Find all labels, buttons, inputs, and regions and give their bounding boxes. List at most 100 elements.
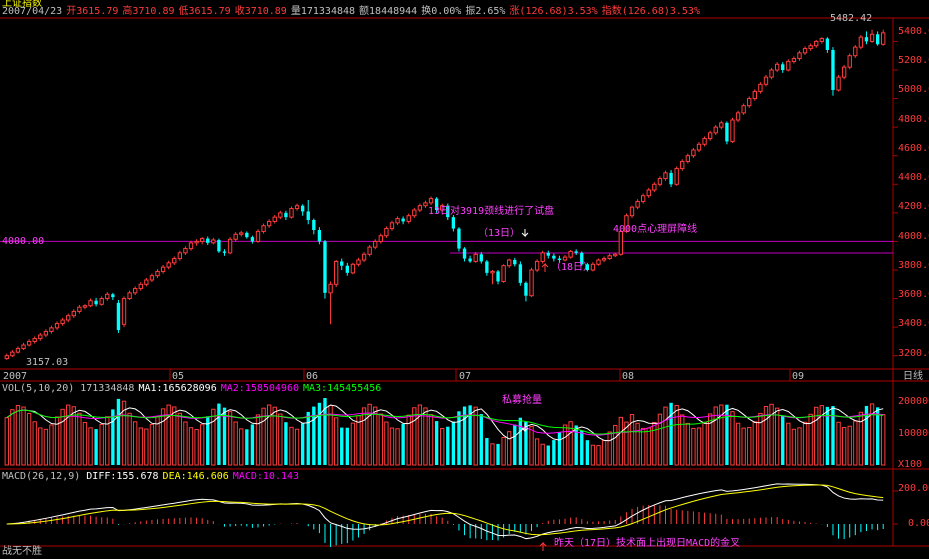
volume-bar	[674, 404, 679, 466]
macd-label: MACD:	[232, 471, 263, 482]
candle-body	[585, 264, 590, 270]
volume-bar	[468, 405, 472, 465]
ma2-value: 158504960	[244, 383, 299, 394]
volume-bar	[534, 438, 540, 466]
volume-bar	[774, 407, 780, 466]
candle-body	[836, 76, 841, 91]
volume-bar	[60, 408, 65, 466]
volume-bar	[272, 406, 277, 466]
volume-bar	[596, 445, 601, 466]
candle-body	[713, 126, 718, 134]
candle-body	[111, 294, 115, 298]
candle-body	[473, 253, 478, 262]
volume-bar	[802, 421, 808, 466]
candle-body	[199, 238, 205, 242]
ma3-value: 145455456	[327, 383, 382, 394]
low-label: 低	[178, 6, 189, 17]
x-tick-label: 09	[792, 371, 805, 382]
volume-bar	[513, 424, 517, 465]
candle-body	[345, 265, 349, 273]
candle-body	[646, 189, 651, 197]
volume-bar	[613, 424, 618, 466]
volume-bar	[781, 415, 785, 465]
candle-body	[116, 302, 121, 330]
volume-bar	[188, 427, 194, 466]
candle-body	[629, 206, 635, 217]
candle-body	[451, 217, 456, 229]
volume-bar	[819, 405, 824, 466]
volume-bar	[261, 407, 266, 466]
volume-bar	[652, 421, 657, 466]
volume-bar	[233, 421, 238, 466]
candle-body	[121, 298, 127, 325]
index-title: 上证指数	[2, 0, 42, 9]
volume-bar	[116, 398, 121, 465]
candle-body	[406, 215, 411, 222]
volume-title: VOL(5,10,20)	[2, 383, 75, 394]
level-label: 4000.00	[2, 236, 45, 247]
volume-bar	[149, 424, 155, 466]
candle-body	[333, 260, 339, 285]
volume-bar	[138, 427, 143, 466]
y-tick-label: 4000.00	[898, 231, 929, 242]
high-label: 高	[122, 6, 133, 17]
turnover-value: 0.00%	[431, 6, 462, 17]
volume-bar	[847, 425, 852, 466]
period-label: 日线	[903, 371, 923, 382]
volume-bar	[77, 412, 82, 466]
macd-diff-line	[6, 483, 884, 540]
candle-body	[769, 69, 774, 78]
candle-body	[864, 37, 869, 42]
candle-body	[725, 122, 729, 142]
candle-body	[434, 198, 439, 210]
volume-current: 171334848	[80, 383, 135, 394]
y-tick-label: 5000.00	[898, 84, 929, 95]
low-value: 3615.79	[188, 6, 231, 17]
day18-annotation: （18日）	[551, 262, 594, 273]
quote-header: 2007/04/23 开3615.79 高3710.89 低3615.79 收3710.…	[2, 6, 704, 18]
candle-body	[401, 218, 405, 222]
volume-bar	[66, 404, 71, 466]
candle-body	[395, 218, 400, 224]
volume-bar	[707, 413, 713, 466]
open-value: 3615.79	[76, 6, 119, 17]
candle-body	[468, 258, 472, 262]
ma1-label: MA1:	[138, 383, 163, 394]
volume-bar	[747, 427, 752, 466]
candle-body	[284, 212, 288, 218]
candle-body	[457, 228, 461, 249]
volume-bar	[177, 412, 183, 466]
candle-body	[317, 230, 322, 242]
volume-bar	[735, 422, 741, 466]
candle-body	[485, 261, 489, 273]
volume-bar	[199, 424, 205, 466]
day18-arrow-icon	[541, 262, 549, 272]
volume-bar	[540, 443, 545, 466]
volume-bar	[507, 431, 512, 466]
volume-bar	[607, 431, 612, 466]
candle-body	[177, 252, 183, 260]
candle-body	[138, 283, 143, 290]
volume-bar	[490, 443, 495, 466]
x-tick-label: 05	[172, 371, 185, 382]
candle-body	[160, 266, 166, 272]
amplitude-label: 振	[465, 6, 476, 17]
candle-body	[446, 205, 450, 218]
candle-body	[624, 215, 629, 232]
volume-bar	[434, 421, 439, 465]
volume-bar	[752, 421, 757, 466]
macd-tick-label: 0.00	[908, 518, 929, 529]
candle-body	[133, 288, 138, 294]
candle-body	[540, 252, 545, 262]
volume-bar	[32, 421, 37, 466]
volume-bar	[580, 430, 584, 465]
candle-body	[568, 250, 573, 258]
candle-body	[663, 172, 668, 180]
volume-bar	[557, 432, 562, 465]
volume-label: 量	[290, 6, 301, 17]
candle-body	[601, 258, 607, 261]
volume-bar	[518, 417, 523, 465]
candle-body	[188, 242, 194, 250]
volume-bar	[361, 407, 367, 466]
